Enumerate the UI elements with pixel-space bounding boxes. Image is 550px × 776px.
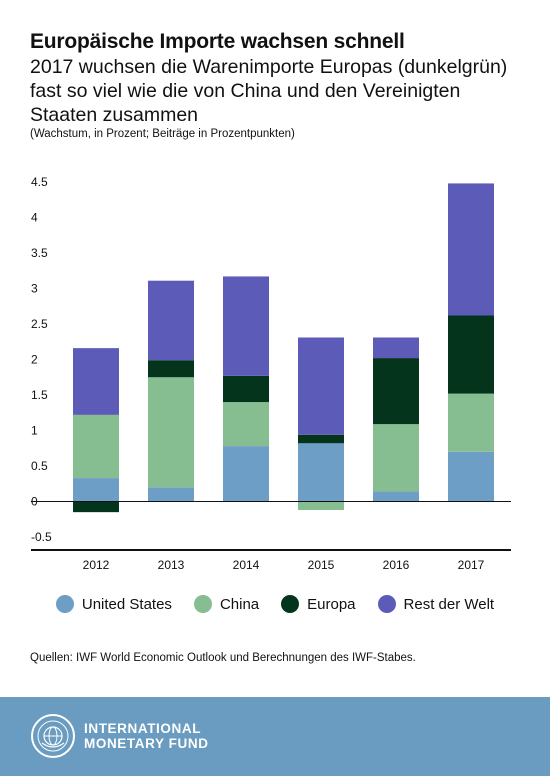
bar-segment-europa-2016 [373,358,419,425]
legend-item-rest-der-welt: Rest der Welt [377,595,495,613]
bar-segment-rest-der-welt-2013 [148,280,194,361]
logo-line-2: MONETARY FUND [84,736,209,751]
chart-legend: United States China Europa Rest der Welt [0,595,550,613]
bar-segment-united-states-2017 [448,451,494,502]
bar-segment-united-states-2013 [148,487,194,502]
bar-segment-europa-2017 [448,315,494,394]
legend-swatch-europa [281,595,300,613]
legend-label-rest-der-welt: Rest der Welt [403,595,495,613]
chart-subtitle: 2017 wuchsen die Warenimporte Europas (d… [30,56,508,126]
legend-swatch-rest-der-welt [377,595,396,613]
legend-label-europa: Europa [307,595,356,613]
legend-label-united-states: United States [81,595,172,613]
chart-note: (Wachstum, in Prozent; Beiträge in Proze… [30,128,295,140]
x-tick-label: 2016 [383,558,410,572]
x-tick-label: 2017 [458,558,485,572]
bar-segment-europa-2014 [223,375,269,403]
y-tick-label: 2 [31,353,38,367]
imf-logo-text: INTERNATIONAL MONETARY FUND [84,721,209,751]
legend-swatch-united-states [55,595,74,613]
footer-bar: INTERNATIONAL MONETARY FUND [0,697,550,776]
source-note: Quellen: IWF World Economic Outlook und … [30,652,416,664]
x-tick-label: 2013 [158,558,185,572]
legend-label-china: China [219,595,260,613]
x-tick-label: 2015 [308,558,335,572]
legend-item-china: China [193,595,260,613]
bar-segment-china-2015 [298,501,344,511]
imf-seal-icon [31,714,75,758]
bar-segment-china-2017 [448,393,494,452]
bar-segment-united-states-2015 [298,443,344,502]
y-tick-label: 3.5 [31,246,48,260]
bar-segment-europa-2012 [73,501,119,513]
legend-swatch-china [193,595,212,613]
legend-item-europa: Europa [281,595,356,613]
bar-segment-united-states-2012 [73,478,119,502]
bar-segment-europa-2013 [148,360,194,378]
bar-segment-rest-der-welt-2014 [223,276,269,376]
bar-segment-rest-der-welt-2015 [298,337,344,435]
y-tick-label: 2.5 [31,317,48,331]
y-tick-label: 4.5 [31,175,48,189]
y-tick-label: 1 [31,424,38,438]
chart-title: Europäische Importe wachsen schnell [30,30,405,53]
bar-segment-china-2012 [73,414,119,479]
bar-segment-united-states-2016 [373,491,419,502]
legend-item-united-states: United States [55,595,172,613]
x-tick-label: 2012 [83,558,110,572]
bar-segment-rest-der-welt-2016 [373,337,419,359]
x-tick-label: 2014 [233,558,260,572]
y-tick-label: -0.5 [31,530,52,544]
bar-segment-china-2016 [373,424,419,492]
bar-segment-china-2014 [223,402,269,447]
y-tick-label: 0.5 [31,459,48,473]
bar-segment-china-2013 [148,377,194,488]
bar-segment-rest-der-welt-2017 [448,183,494,316]
y-tick-label: 1.5 [31,388,48,402]
y-tick-label: 3 [31,282,38,296]
logo-line-1: INTERNATIONAL [84,721,202,736]
bar-segment-europa-2015 [298,434,344,444]
bar-segment-rest-der-welt-2012 [73,348,119,415]
bar-segment-united-states-2014 [223,446,269,502]
y-tick-label: 4 [31,211,38,225]
